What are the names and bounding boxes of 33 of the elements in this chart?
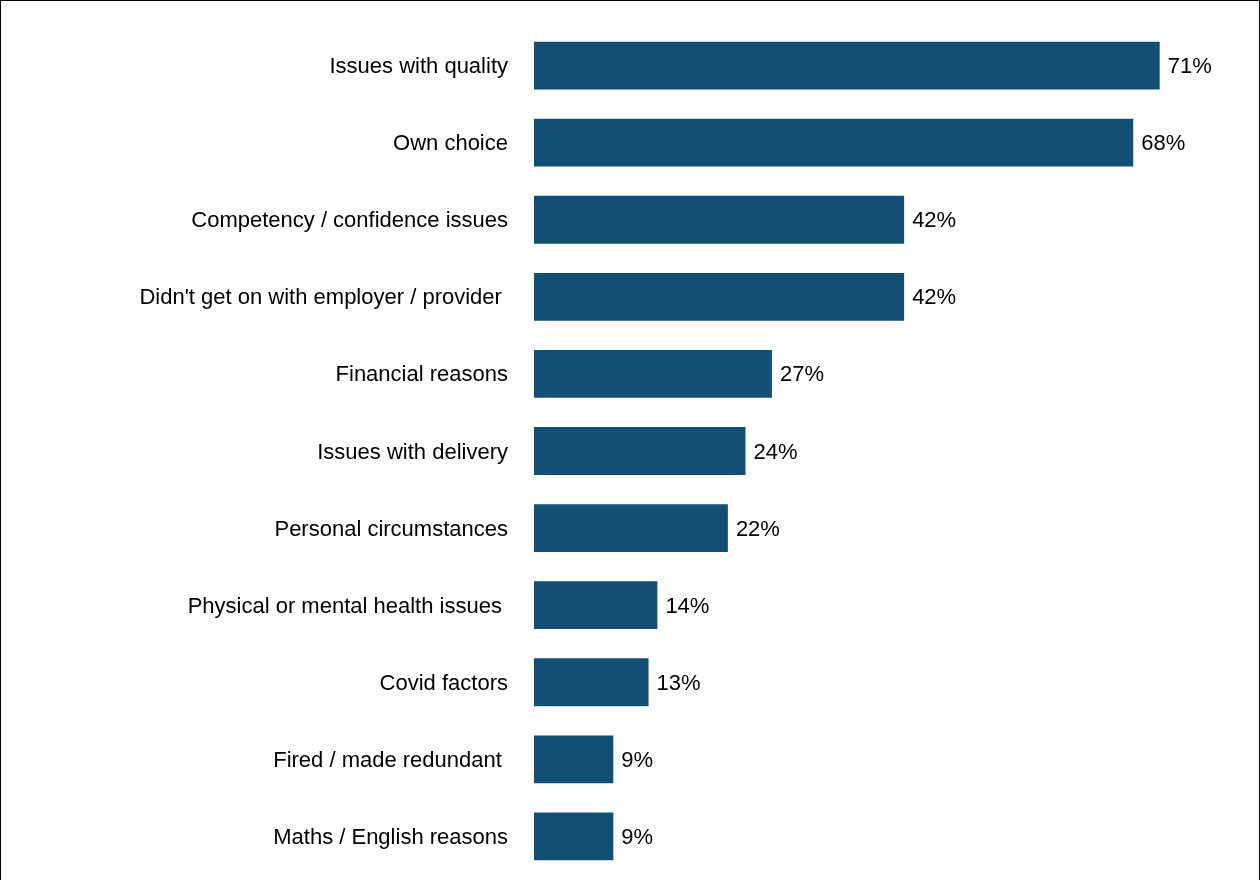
y-tick-label: Fired / made redundant [273, 746, 508, 772]
data-label: 13% [656, 669, 701, 695]
bar [534, 812, 614, 861]
bar [534, 41, 1160, 90]
data-label: 42% [912, 207, 957, 233]
data-label: 42% [912, 284, 957, 310]
data-label: 27% [779, 361, 824, 387]
data-label: 71% [1167, 53, 1212, 79]
y-tick-label: Issues with delivery [317, 438, 508, 464]
bar [534, 272, 905, 321]
bar [534, 504, 728, 552]
bar [534, 350, 772, 398]
y-tick-label: Financial reasons [335, 361, 508, 387]
y-tick-label: Competency / confidence issues [191, 207, 508, 233]
y-tick-label: Own choice [393, 130, 508, 156]
data-label: 68% [1141, 130, 1186, 156]
data-label: 22% [735, 515, 780, 541]
data-label: 24% [753, 438, 798, 464]
bar [534, 658, 649, 707]
y-tick-label: Personal circumstances [274, 515, 508, 541]
y-tick-label: Issues with quality [329, 53, 508, 79]
y-tick-label: Covid factors [379, 669, 508, 695]
bar [534, 195, 905, 244]
data-label: 14% [665, 592, 710, 618]
data-label: 9% [621, 746, 654, 772]
bar [534, 581, 658, 630]
y-tick-label: Didn't get on with employer / provider [139, 284, 508, 310]
bar [534, 735, 614, 784]
y-tick-label: Maths / English reasons [273, 823, 508, 849]
bar [534, 118, 1134, 167]
bar [534, 427, 746, 475]
y-tick-label: Physical or mental health issues [187, 592, 508, 618]
data-label: 9% [621, 823, 654, 849]
